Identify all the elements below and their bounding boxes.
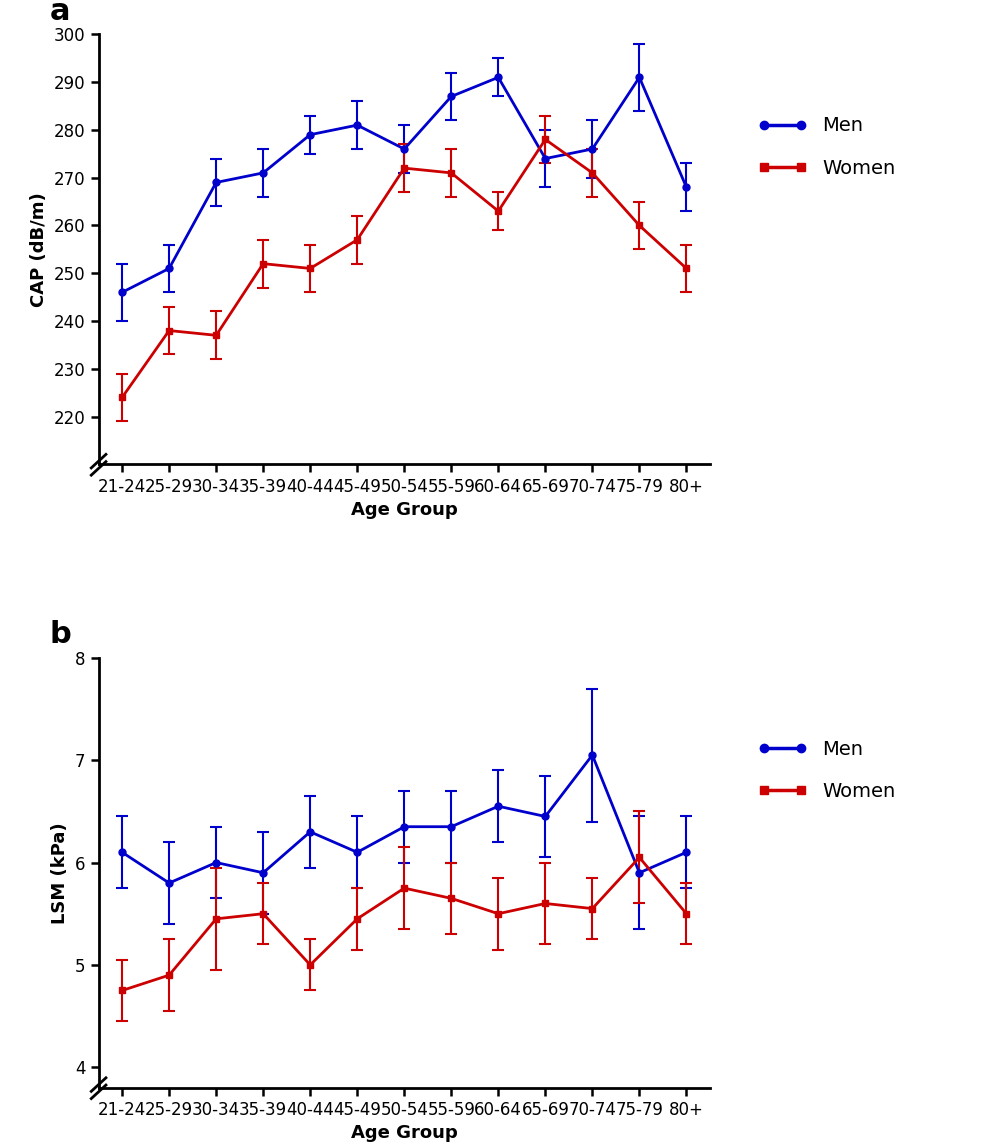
Legend: Men, Women: Men, Women [750, 109, 903, 185]
Y-axis label: CAP (dB/m): CAP (dB/m) [31, 192, 48, 307]
X-axis label: Age Group: Age Group [351, 1124, 458, 1143]
Text: a: a [49, 0, 70, 25]
X-axis label: Age Group: Age Group [351, 502, 458, 519]
Y-axis label: LSM (kPa): LSM (kPa) [51, 822, 69, 924]
Legend: Men, Women: Men, Women [750, 732, 903, 808]
Text: b: b [49, 621, 71, 649]
